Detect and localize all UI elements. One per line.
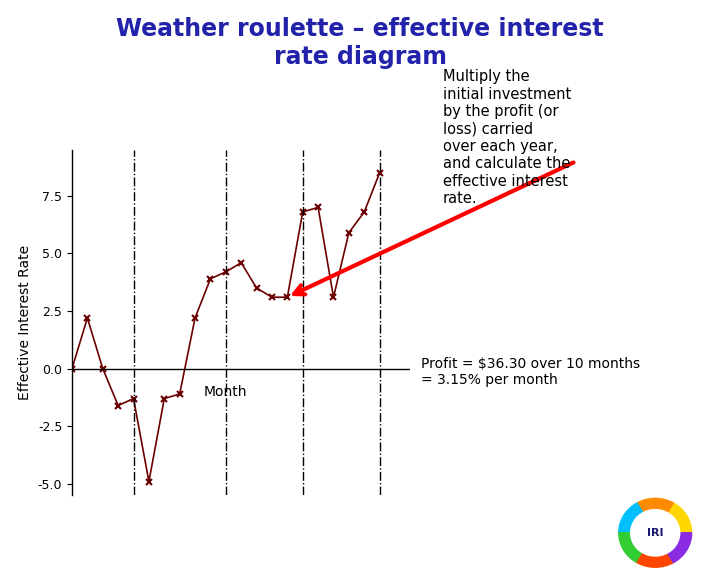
Wedge shape	[667, 503, 692, 533]
Wedge shape	[637, 498, 673, 513]
Wedge shape	[637, 553, 673, 567]
Wedge shape	[618, 503, 643, 533]
Text: Multiply the
initial investment
by the profit (or
loss) carried
over each year,
: Multiply the initial investment by the p…	[443, 69, 571, 206]
Text: Profit = $36.30 over 10 months
= 3.15% per month: Profit = $36.30 over 10 months = 3.15% p…	[421, 357, 640, 387]
Text: Weather roulette – effective interest
rate diagram: Weather roulette – effective interest ra…	[116, 17, 604, 69]
Wedge shape	[667, 533, 692, 563]
Text: Month: Month	[204, 385, 248, 399]
Text: IRI: IRI	[647, 528, 663, 538]
Circle shape	[631, 510, 680, 556]
Wedge shape	[618, 533, 643, 563]
Y-axis label: Effective Interest Rate: Effective Interest Rate	[18, 245, 32, 400]
